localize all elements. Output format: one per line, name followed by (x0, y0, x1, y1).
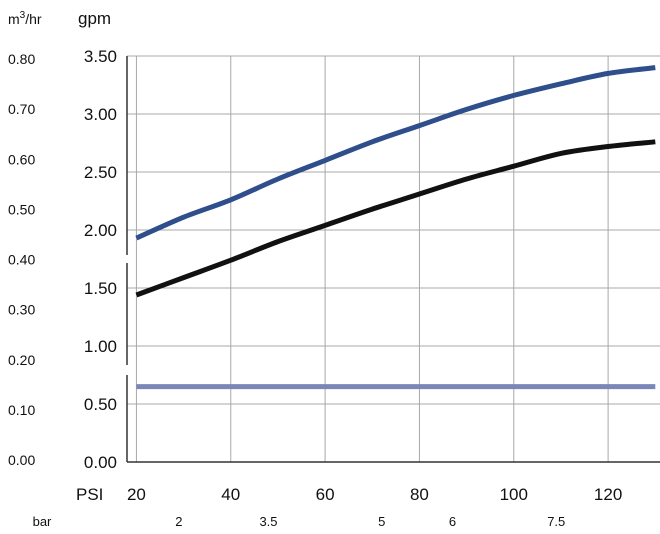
x-tick-label: 20 (127, 485, 146, 504)
x-tick-label: 40 (221, 485, 240, 504)
secondary-y-tick-label: 0.60 (8, 151, 35, 167)
x-tick-label: 80 (410, 485, 429, 504)
secondary-y-unit-label: m3/hr (8, 10, 42, 27)
x-tick-label: 120 (594, 485, 622, 504)
primary-y-tick-label: 1.00 (84, 337, 117, 356)
x-secondary-tick-label: 2 (175, 514, 182, 529)
secondary-y-tick-label: 0.40 (8, 252, 35, 268)
primary-y-unit-label: gpm (78, 9, 111, 28)
primary-y-tick-label: 0.50 (84, 395, 117, 414)
axes (126, 56, 660, 463)
secondary-y-tick-label: 0.00 (8, 452, 35, 468)
x-tick-label: 100 (500, 485, 528, 504)
series-lines (135, 65, 656, 390)
secondary-y-tick-label: 0.30 (8, 302, 35, 318)
x-primary-unit-label: PSI (76, 485, 103, 504)
grid (127, 55, 660, 462)
x-secondary-tick-label: 5 (378, 514, 385, 529)
x-secondary-unit-label: bar (33, 514, 52, 529)
primary-y-tick-label: 2.00 (84, 221, 117, 240)
x-secondary-tick-label: 6 (449, 514, 456, 529)
primary-y-tick-label: 0.00 (84, 453, 117, 472)
primary-y-tick-label: 3.50 (84, 47, 117, 66)
series-line-1 (135, 139, 656, 298)
secondary-y-tick-label: 0.10 (8, 402, 35, 418)
secondary-y-tick-label: 0.50 (8, 201, 35, 217)
x-secondary-tick-label: 7.5 (547, 514, 565, 529)
series-line-0 (135, 65, 656, 241)
primary-y-tick-label: 2.50 (84, 163, 117, 182)
secondary-y-tick-label: 0.70 (8, 101, 35, 117)
secondary-y-tick-label: 0.20 (8, 352, 35, 368)
secondary-y-tick-label: 0.80 (8, 51, 35, 67)
x-secondary-tick-label: 3.5 (259, 514, 277, 529)
primary-y-tick-label: 1.50 (84, 279, 117, 298)
primary-y-tick-label: 3.00 (84, 105, 117, 124)
tick-labels: 0.00 0.50 1.00 1.50 2.00 2.50 3.00 3.50 0.00 0.10… (8, 47, 622, 529)
x-tick-label: 60 (316, 485, 335, 504)
